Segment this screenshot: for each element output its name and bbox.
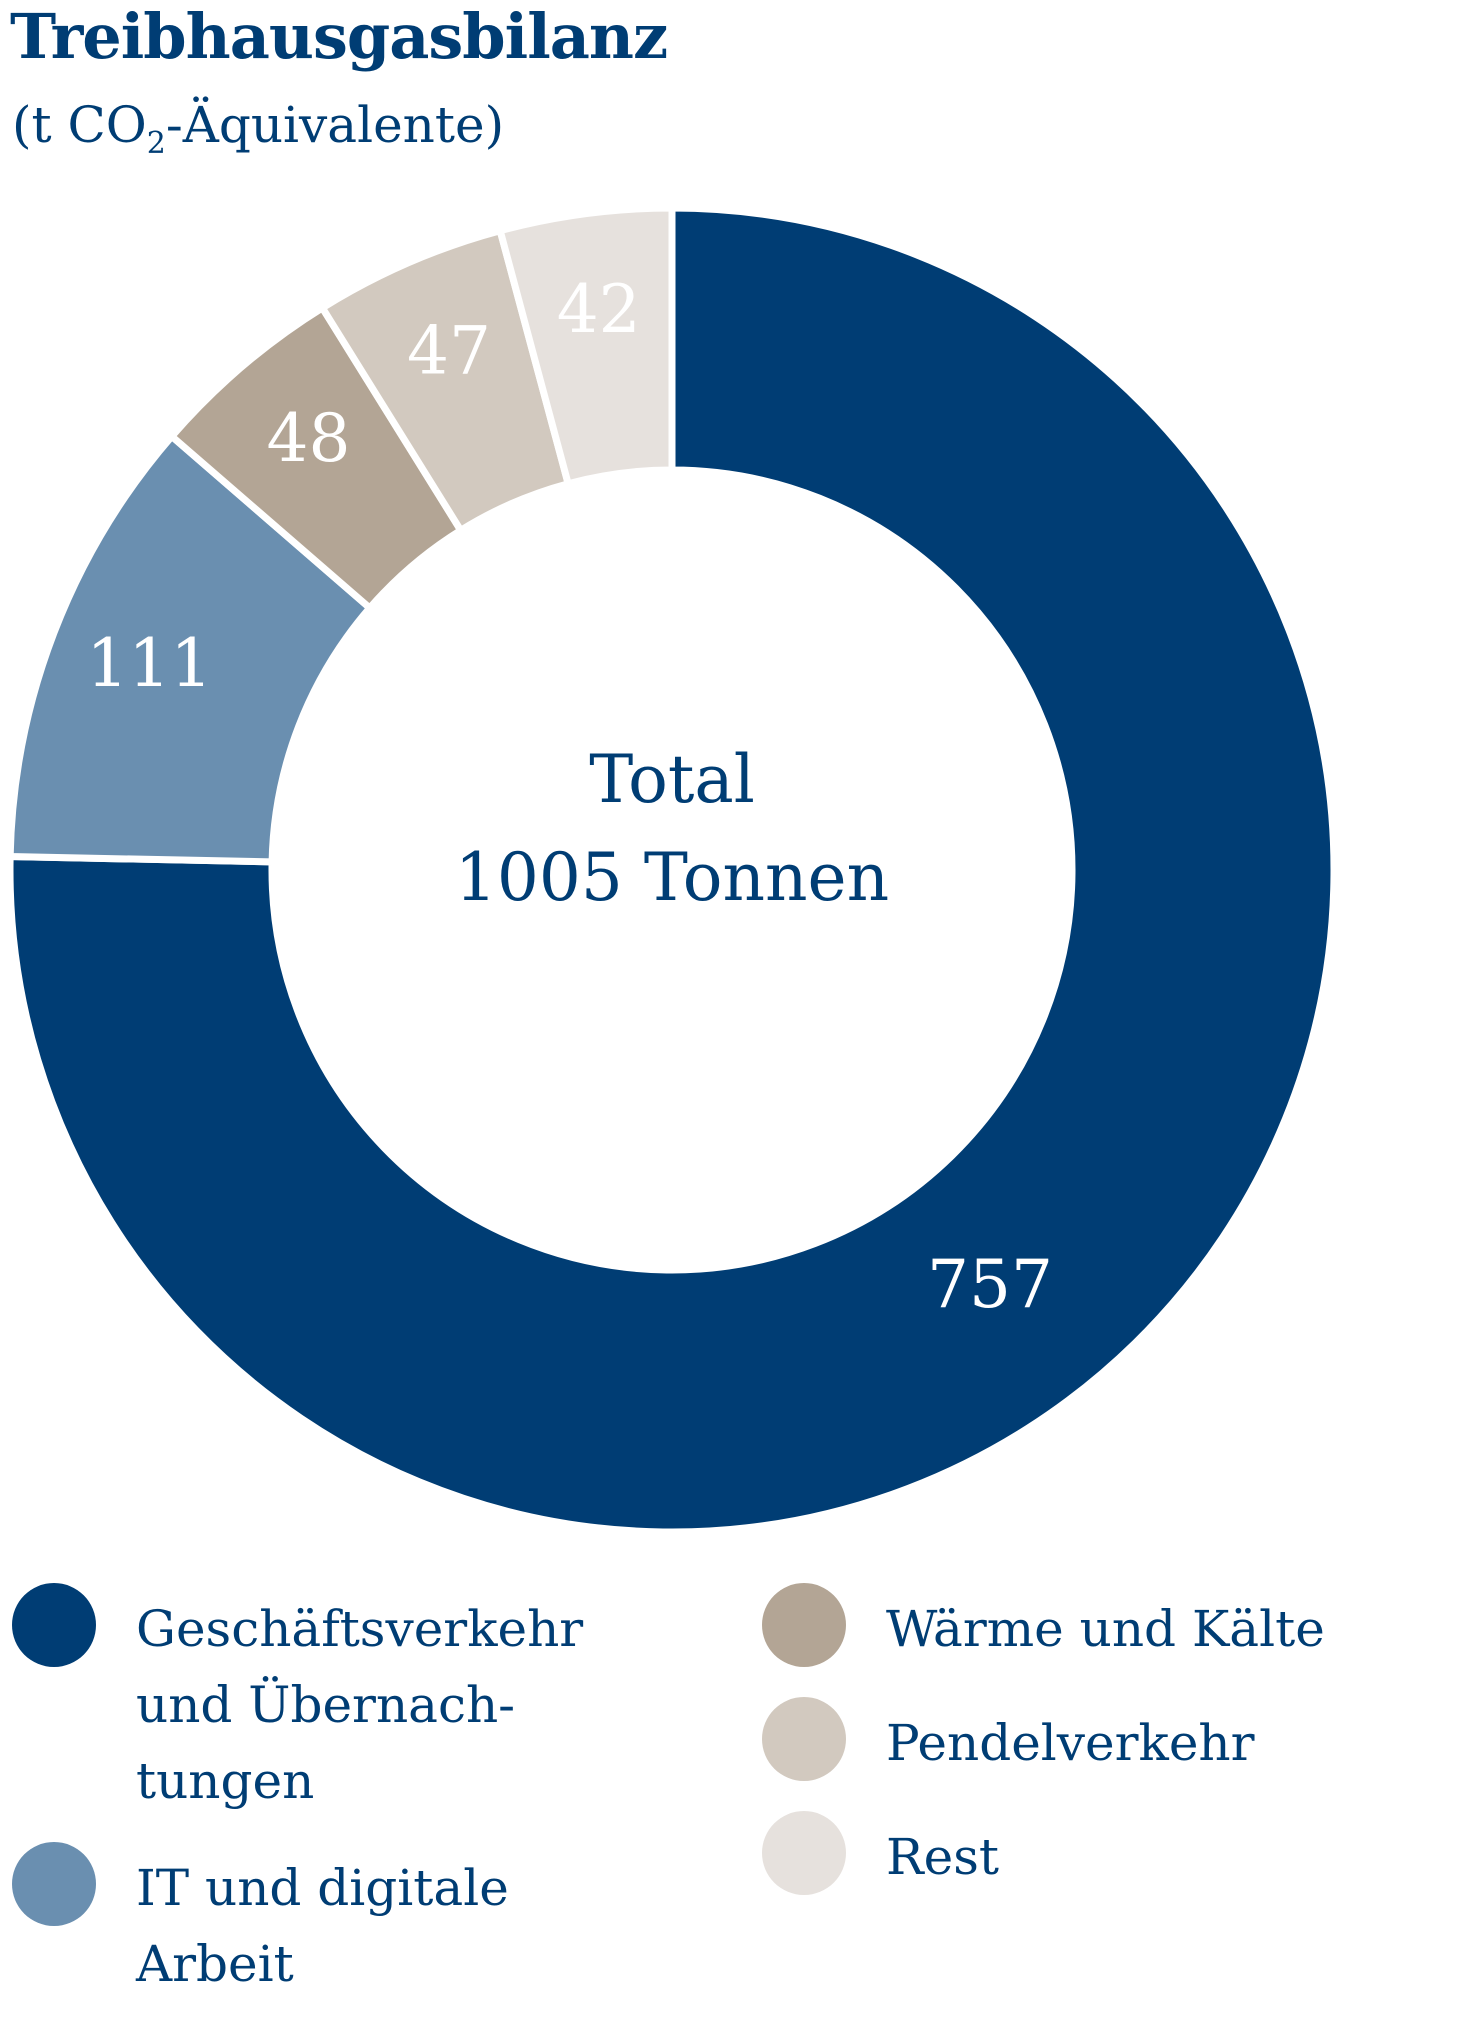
donut-slices bbox=[6, 204, 1338, 1536]
legend-item-pendelverkehr: Pendelverkehr bbox=[762, 1697, 1480, 1781]
subtitle-subscript: 2 bbox=[146, 126, 166, 161]
legend-swatch bbox=[12, 1842, 96, 1926]
legend-swatch bbox=[12, 1583, 96, 1667]
donut-slice bbox=[495, 204, 676, 488]
donut-chart: 757 111 48 47 42 Total 1005 Tonnen bbox=[6, 204, 1338, 1536]
slice-value-label: 47 bbox=[407, 312, 491, 389]
legend-item-geschaeftsverkehr: Geschäftsverkehr und Übernach-tungen bbox=[12, 1583, 584, 1819]
legend-swatch bbox=[762, 1583, 846, 1667]
legend-item-rest: Rest bbox=[762, 1811, 1480, 1895]
legend-item-waerme: Wärme und Kälte bbox=[762, 1583, 1480, 1667]
slice-value-label: 111 bbox=[86, 625, 212, 702]
slice-value-label: 48 bbox=[266, 400, 350, 477]
subtitle-suffix: -Äquivalente) bbox=[165, 96, 505, 154]
center-total-label: Total bbox=[589, 741, 755, 818]
legend-label: Rest bbox=[886, 1828, 999, 1886]
legend-label: Geschäftsverkehr und Übernach-tungen bbox=[136, 1600, 584, 1810]
legend-label: Pendelverkehr bbox=[886, 1714, 1255, 1772]
donut-slice bbox=[6, 431, 375, 866]
subtitle-prefix: (t CO bbox=[12, 96, 147, 154]
legend-swatch bbox=[762, 1811, 846, 1895]
chart-subtitle: (t CO2-Äquivalente) bbox=[12, 96, 504, 161]
slice-value-label: 42 bbox=[557, 271, 641, 348]
legend-label: IT und digitale Arbeit bbox=[136, 1859, 509, 1993]
legend-label: Wärme und Kälte bbox=[886, 1600, 1325, 1658]
center-total-value: 1005 Tonnen bbox=[455, 839, 889, 916]
slice-value-label: 757 bbox=[927, 1246, 1053, 1323]
donut-slice bbox=[6, 204, 1338, 1536]
donut-value-labels: 757 111 48 47 42 bbox=[86, 271, 1053, 1323]
legend-swatch bbox=[762, 1697, 846, 1781]
legend-item-it: IT und digitale Arbeit bbox=[12, 1842, 576, 2002]
chart-title: Treibhausgasbilanz bbox=[10, 0, 668, 73]
